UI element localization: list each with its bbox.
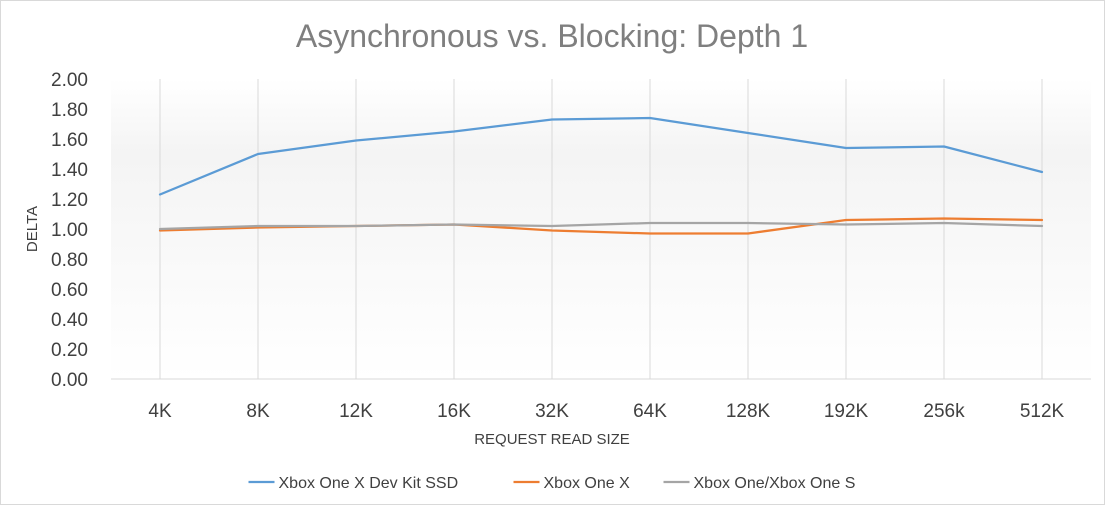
- series-line-0: [158, 116, 1044, 196]
- plot-area: [111, 79, 1091, 379]
- x-tick-label: 512K: [1020, 401, 1065, 422]
- x-tick-label: 192K: [824, 401, 869, 422]
- y-tick-label: 1.40: [51, 160, 88, 181]
- x-tick-label: 16K: [437, 401, 471, 422]
- x-tick-label: 256k: [923, 401, 965, 422]
- y-axis-ticks: 0.00 0.20 0.40 0.60 0.80 1.00 1.20 1.40 1.60 1.80…: [51, 70, 88, 391]
- y-tick-label: 0.60: [51, 280, 88, 301]
- legend-entry: Xbox One/Xbox One S: [663, 475, 856, 492]
- y-tick-label: 1.20: [51, 190, 88, 211]
- y-axis-label: DELTA: [24, 206, 41, 252]
- legend: Xbox One X Dev Kit SSD Xbox One X Xbox One…: [248, 475, 856, 492]
- y-tick-label: 0.00: [51, 370, 88, 391]
- legend-label: Xbox One X Dev Kit SSD: [279, 475, 459, 492]
- y-tick-label: 1.60: [51, 130, 88, 151]
- y-tick-label: 0.20: [51, 340, 88, 361]
- x-tick-label: 64K: [633, 401, 667, 422]
- legend-entry: Xbox One X Dev Kit SSD: [248, 475, 459, 492]
- series-lines: [158, 116, 1044, 235]
- y-tick-label: 1.00: [51, 220, 88, 241]
- legend-label: Xbox One/Xbox One S: [694, 475, 856, 492]
- y-tick-label: 2.00: [51, 70, 88, 91]
- x-tick-label: 4K: [148, 401, 172, 422]
- x-tick-label: 8K: [246, 401, 270, 422]
- chart-title: Asynchronous vs. Blocking: Depth 1: [296, 18, 808, 54]
- y-tick-label: 0.80: [51, 250, 88, 271]
- y-tick-label: 0.40: [51, 310, 88, 331]
- legend-label: Xbox One X: [544, 475, 631, 492]
- x-axis-label: REQUEST READ SIZE: [474, 431, 630, 448]
- x-tick-label: 32K: [535, 401, 569, 422]
- series-line-2: [158, 221, 1044, 231]
- x-tick-label: 12K: [339, 401, 373, 422]
- legend-entry: Xbox One X: [513, 475, 631, 492]
- y-tick-label: 1.80: [51, 100, 88, 121]
- x-axis-ticks: 4K 8K 12K 16K 32K 64K 128K 192K 256k 512K: [148, 401, 1064, 422]
- grid: [159, 79, 1043, 379]
- x-tick-label: 128K: [726, 401, 771, 422]
